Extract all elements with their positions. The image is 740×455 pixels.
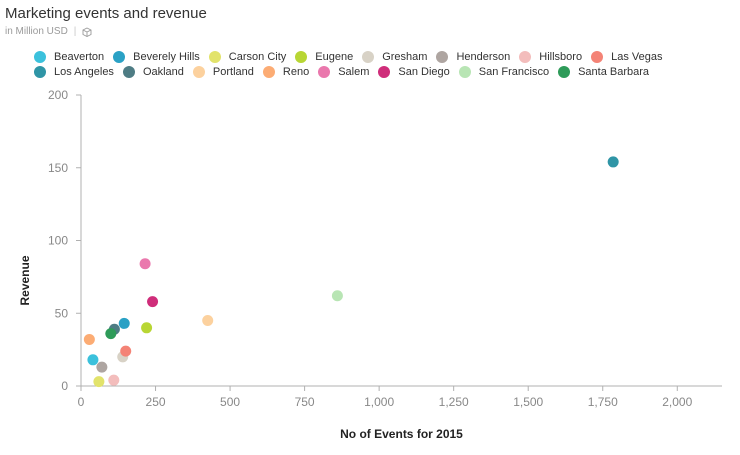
legend-label: Beverely Hills (133, 50, 200, 63)
legend-label: San Francisco (478, 65, 550, 78)
cube-icon[interactable] (82, 26, 92, 37)
data-point[interactable] (108, 374, 120, 386)
x-tick-label: 750 (295, 395, 315, 409)
x-tick-label: 1,500 (513, 395, 543, 409)
legend-item[interactable]: Beaverton (34, 50, 104, 63)
legend-swatch (113, 50, 126, 63)
chart-subtitle: in Million USD (5, 26, 68, 37)
x-tick-label: 2,000 (662, 395, 692, 409)
legend-label: Reno (282, 65, 310, 78)
legend-swatch (192, 65, 205, 78)
legend-label: Oakland (142, 65, 184, 78)
legend-label: Las Vegas (611, 50, 663, 63)
y-tick-label: 50 (55, 306, 69, 320)
data-point[interactable] (331, 290, 343, 302)
legend-label: Beaverton (54, 50, 105, 63)
legend-swatch (458, 65, 471, 78)
legend-label: Los Angeles (54, 65, 114, 78)
legend-item[interactable]: Oakland (122, 65, 184, 78)
data-point[interactable] (607, 156, 619, 168)
legend-item[interactable]: Henderson (436, 50, 510, 63)
legend-item[interactable]: Gresham (362, 50, 427, 63)
legend-swatch (378, 65, 391, 78)
legend-swatch (591, 50, 604, 63)
legend-label: San Diego (398, 65, 450, 78)
data-point[interactable] (105, 328, 117, 340)
legend-item[interactable]: Salem (318, 65, 369, 78)
x-tick-label: 1,750 (588, 395, 618, 409)
x-tick-label: 1,000 (364, 395, 394, 409)
data-point[interactable] (141, 322, 153, 334)
legend-label: Carson City (228, 50, 287, 63)
y-tick-label: 100 (48, 234, 68, 248)
data-point[interactable] (147, 296, 159, 308)
x-tick-label: 0 (78, 395, 85, 409)
legend-swatch (122, 65, 135, 78)
legend-label: Salem (338, 65, 370, 78)
data-point[interactable] (83, 333, 95, 345)
legend-item[interactable]: Hillsboro (519, 50, 582, 63)
data-point[interactable] (139, 258, 151, 270)
data-point[interactable] (202, 315, 214, 327)
legend-label: Gresham (382, 50, 428, 63)
y-tick-label: 150 (48, 161, 68, 175)
legend: Beaverton Beverely Hills Carson City Eugene… (34, 50, 734, 78)
legend-swatch (519, 50, 532, 63)
legend-swatch (34, 50, 46, 63)
legend-swatch (558, 65, 571, 78)
legend-item[interactable]: Las Vegas (591, 50, 662, 63)
legend-label: Hillsboro (539, 50, 583, 63)
legend-label: Portland (212, 65, 254, 78)
x-axis-title: No of Events for 2015 (340, 427, 463, 441)
data-point[interactable] (118, 317, 130, 329)
legend-swatch (34, 65, 46, 78)
legend-item[interactable]: Reno (262, 65, 310, 78)
subtitle-row: in Million USD | (5, 26, 92, 37)
legend-item[interactable]: Carson City (208, 50, 287, 63)
legend-label: Santa Barbara (578, 65, 650, 78)
legend-item[interactable]: Santa Barbara (558, 65, 649, 78)
x-tick-label: 250 (146, 395, 166, 409)
chart-title: Marketing events and revenue (5, 5, 207, 22)
x-tick-label: 500 (220, 395, 240, 409)
legend-item[interactable]: Portland (192, 65, 254, 78)
legend-swatch (318, 65, 331, 78)
legend-label: Eugene (315, 50, 354, 63)
legend-item[interactable]: San Diego (378, 65, 450, 78)
y-tick-label: 200 (48, 88, 68, 102)
legend-label: Henderson (456, 50, 511, 63)
legend-item[interactable]: San Francisco (458, 65, 550, 78)
legend-item[interactable]: Beverely Hills (113, 50, 200, 63)
data-point[interactable] (120, 345, 132, 357)
data-point[interactable] (96, 361, 108, 373)
legend-swatch (262, 65, 275, 78)
legend-item[interactable]: Eugene (295, 50, 353, 63)
y-tick-label: 0 (61, 379, 68, 393)
legend-swatch (362, 50, 375, 63)
legend-item[interactable]: Los Angeles (34, 65, 114, 78)
legend-swatch (436, 50, 449, 63)
legend-swatch (208, 50, 221, 63)
subtitle-separator: | (73, 26, 77, 37)
legend-swatch (295, 50, 308, 63)
data-point[interactable] (93, 376, 105, 388)
x-tick-label: 1,250 (439, 395, 469, 409)
data-point[interactable] (87, 354, 99, 366)
y-axis-title: Revenue (18, 255, 32, 305)
